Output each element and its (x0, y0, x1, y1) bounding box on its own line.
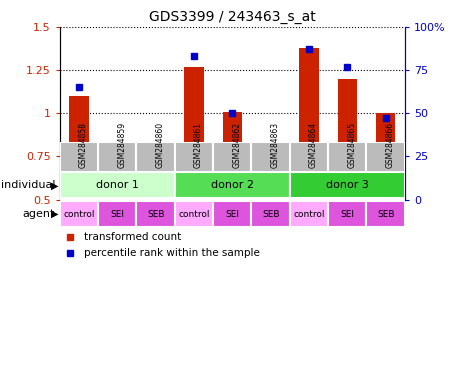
Text: control: control (178, 210, 209, 218)
Bar (69, 96, 89, 200)
Bar (366, 201, 404, 227)
Text: percentile rank within the sample: percentile rank within the sample (84, 248, 259, 258)
Bar (174, 142, 213, 192)
Bar (146, 153, 165, 200)
Text: GSM284862: GSM284862 (232, 122, 241, 167)
Text: GSM284863: GSM284863 (270, 121, 279, 168)
Bar (107, 196, 127, 200)
Text: SEI: SEI (340, 210, 353, 218)
Bar (289, 201, 327, 227)
Bar (213, 142, 251, 192)
Bar (251, 142, 289, 192)
Text: donor 1: donor 1 (95, 180, 139, 190)
Bar (60, 142, 98, 192)
Text: control: control (292, 210, 324, 218)
Bar (299, 48, 318, 200)
Text: GSM284858: GSM284858 (79, 122, 88, 167)
Bar (98, 201, 136, 227)
Text: control: control (63, 210, 95, 218)
Bar (337, 79, 356, 200)
Text: GSM284859: GSM284859 (117, 121, 126, 168)
Bar (98, 142, 136, 192)
Bar (222, 112, 241, 200)
Text: donor 3: donor 3 (325, 180, 368, 190)
Bar (60, 172, 174, 198)
Bar (327, 201, 366, 227)
Text: GSM284866: GSM284866 (385, 121, 394, 168)
Text: donor 2: donor 2 (210, 180, 253, 190)
Text: SEB: SEB (261, 210, 279, 218)
Text: agent: agent (23, 209, 55, 219)
Bar (174, 172, 289, 198)
Text: GSM284865: GSM284865 (347, 121, 356, 168)
Text: SEI: SEI (225, 210, 239, 218)
Text: ▶: ▶ (51, 209, 58, 219)
Bar (289, 172, 404, 198)
Bar (60, 201, 98, 227)
Text: GSM284861: GSM284861 (194, 122, 202, 167)
Bar (327, 142, 366, 192)
Bar (174, 201, 213, 227)
Bar (289, 142, 327, 192)
Bar (213, 201, 251, 227)
Text: SEB: SEB (146, 210, 164, 218)
Bar (184, 67, 203, 200)
Bar (136, 142, 174, 192)
Text: SEI: SEI (110, 210, 124, 218)
Bar (136, 201, 174, 227)
Bar (375, 113, 394, 200)
Bar (261, 169, 280, 200)
Bar (366, 142, 404, 192)
Text: individual: individual (1, 180, 55, 190)
Text: ▶: ▶ (51, 180, 58, 190)
Text: transformed count: transformed count (84, 232, 181, 242)
Text: GSM284864: GSM284864 (308, 121, 317, 168)
Text: SEB: SEB (376, 210, 393, 218)
Title: GDS3399 / 243463_s_at: GDS3399 / 243463_s_at (149, 10, 315, 25)
Text: GSM284860: GSM284860 (155, 121, 164, 168)
Bar (251, 201, 289, 227)
